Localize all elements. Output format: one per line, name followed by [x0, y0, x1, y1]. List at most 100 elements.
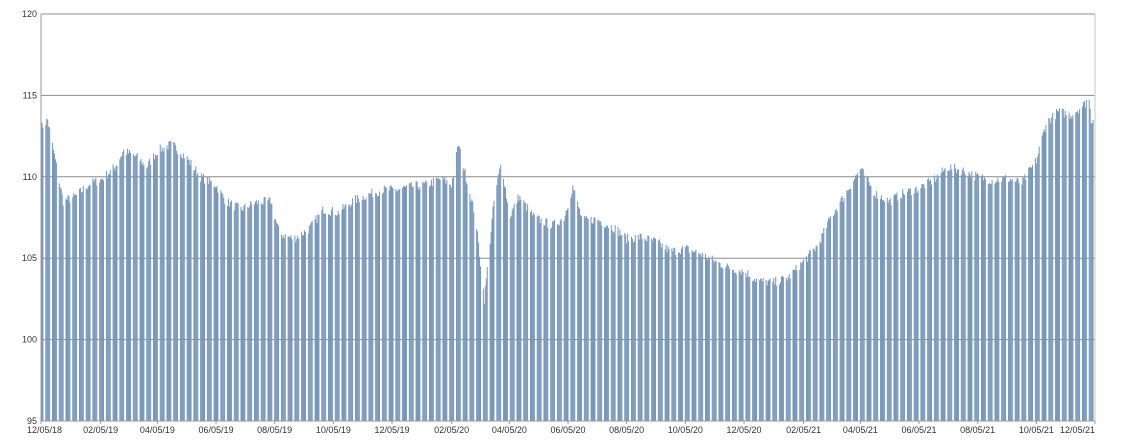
- y-tick-label: 115: [23, 90, 37, 100]
- bar: [745, 272, 747, 421]
- bar: [687, 246, 689, 421]
- bar: [385, 187, 387, 421]
- bar: [378, 195, 380, 421]
- bar: [363, 199, 365, 421]
- bar: [806, 261, 808, 421]
- bar: [41, 122, 43, 421]
- bar: [624, 232, 626, 421]
- bar: [45, 124, 47, 421]
- bar: [140, 159, 142, 421]
- bar: [162, 151, 164, 421]
- bar: [856, 173, 858, 421]
- bar: [904, 194, 906, 421]
- bar: [794, 269, 796, 421]
- bar: [795, 265, 797, 421]
- bar: [489, 243, 491, 421]
- bar: [317, 214, 319, 421]
- bar: [506, 202, 508, 421]
- bar: [301, 231, 303, 421]
- bar: [371, 188, 373, 421]
- y-tick-label: 100: [22, 335, 37, 345]
- bar: [889, 198, 891, 421]
- bar: [193, 170, 195, 421]
- bar: [688, 252, 690, 421]
- x-tick-label: 10/05/21: [1019, 425, 1054, 435]
- bar: [715, 261, 717, 421]
- bar: [702, 252, 704, 421]
- x-tick-label: 12/05/19: [374, 425, 409, 435]
- bar: [749, 277, 751, 421]
- bar: [886, 197, 888, 421]
- bar: [174, 142, 176, 422]
- bar: [691, 250, 693, 421]
- bar: [1084, 107, 1086, 421]
- bar: [664, 249, 666, 421]
- bar: [722, 268, 724, 421]
- bar: [759, 278, 761, 421]
- bar: [1071, 118, 1073, 421]
- bar: [610, 225, 612, 421]
- bar: [491, 218, 493, 421]
- bar: [242, 210, 244, 421]
- bar: [684, 247, 686, 421]
- bar: [779, 284, 781, 421]
- bar: [94, 179, 96, 421]
- bar: [249, 206, 251, 421]
- bar: [560, 218, 562, 421]
- bar: [268, 197, 270, 421]
- bar: [485, 278, 487, 421]
- bar: [251, 203, 253, 421]
- bar: [957, 169, 959, 421]
- bar: [364, 200, 366, 421]
- bar: [823, 227, 825, 421]
- bar: [989, 183, 991, 421]
- bar: [881, 195, 883, 421]
- bar: [901, 198, 903, 421]
- bar: [719, 262, 721, 421]
- bar: [229, 201, 231, 421]
- bar: [274, 219, 276, 421]
- bar: [1077, 110, 1079, 421]
- bar: [509, 217, 511, 421]
- bar: [1089, 108, 1091, 422]
- bar: [640, 233, 642, 421]
- bar: [536, 216, 538, 421]
- bar: [1062, 108, 1064, 422]
- bar: [950, 164, 952, 421]
- bar: [435, 177, 437, 421]
- bar: [302, 235, 304, 421]
- bar: [906, 191, 908, 421]
- x-tick-label: 04/05/21: [843, 425, 878, 435]
- bar: [762, 277, 764, 421]
- bar: [678, 252, 680, 421]
- bar: [324, 213, 326, 421]
- bar: [793, 269, 795, 421]
- bar: [850, 189, 852, 421]
- bar: [65, 198, 67, 421]
- bar: [186, 156, 188, 421]
- bar: [418, 189, 420, 421]
- bar: [248, 208, 250, 421]
- bar: [1008, 181, 1010, 421]
- bar: [584, 217, 586, 421]
- bar: [424, 182, 426, 421]
- bar: [654, 238, 656, 421]
- bar: [66, 200, 68, 421]
- bar: [303, 235, 305, 421]
- bar: [653, 237, 655, 421]
- bar: [404, 186, 406, 421]
- bar: [358, 202, 360, 421]
- bar: [202, 176, 204, 421]
- bar: [209, 181, 211, 421]
- bar: [681, 246, 683, 421]
- bar: [812, 248, 814, 421]
- bar: [915, 186, 917, 421]
- bar: [967, 176, 969, 421]
- bar: [459, 148, 461, 421]
- bar: [525, 202, 527, 421]
- bar: [450, 185, 452, 421]
- bar: [498, 173, 500, 421]
- bar: [962, 167, 964, 421]
- bar: [278, 225, 280, 421]
- bar: [217, 192, 219, 421]
